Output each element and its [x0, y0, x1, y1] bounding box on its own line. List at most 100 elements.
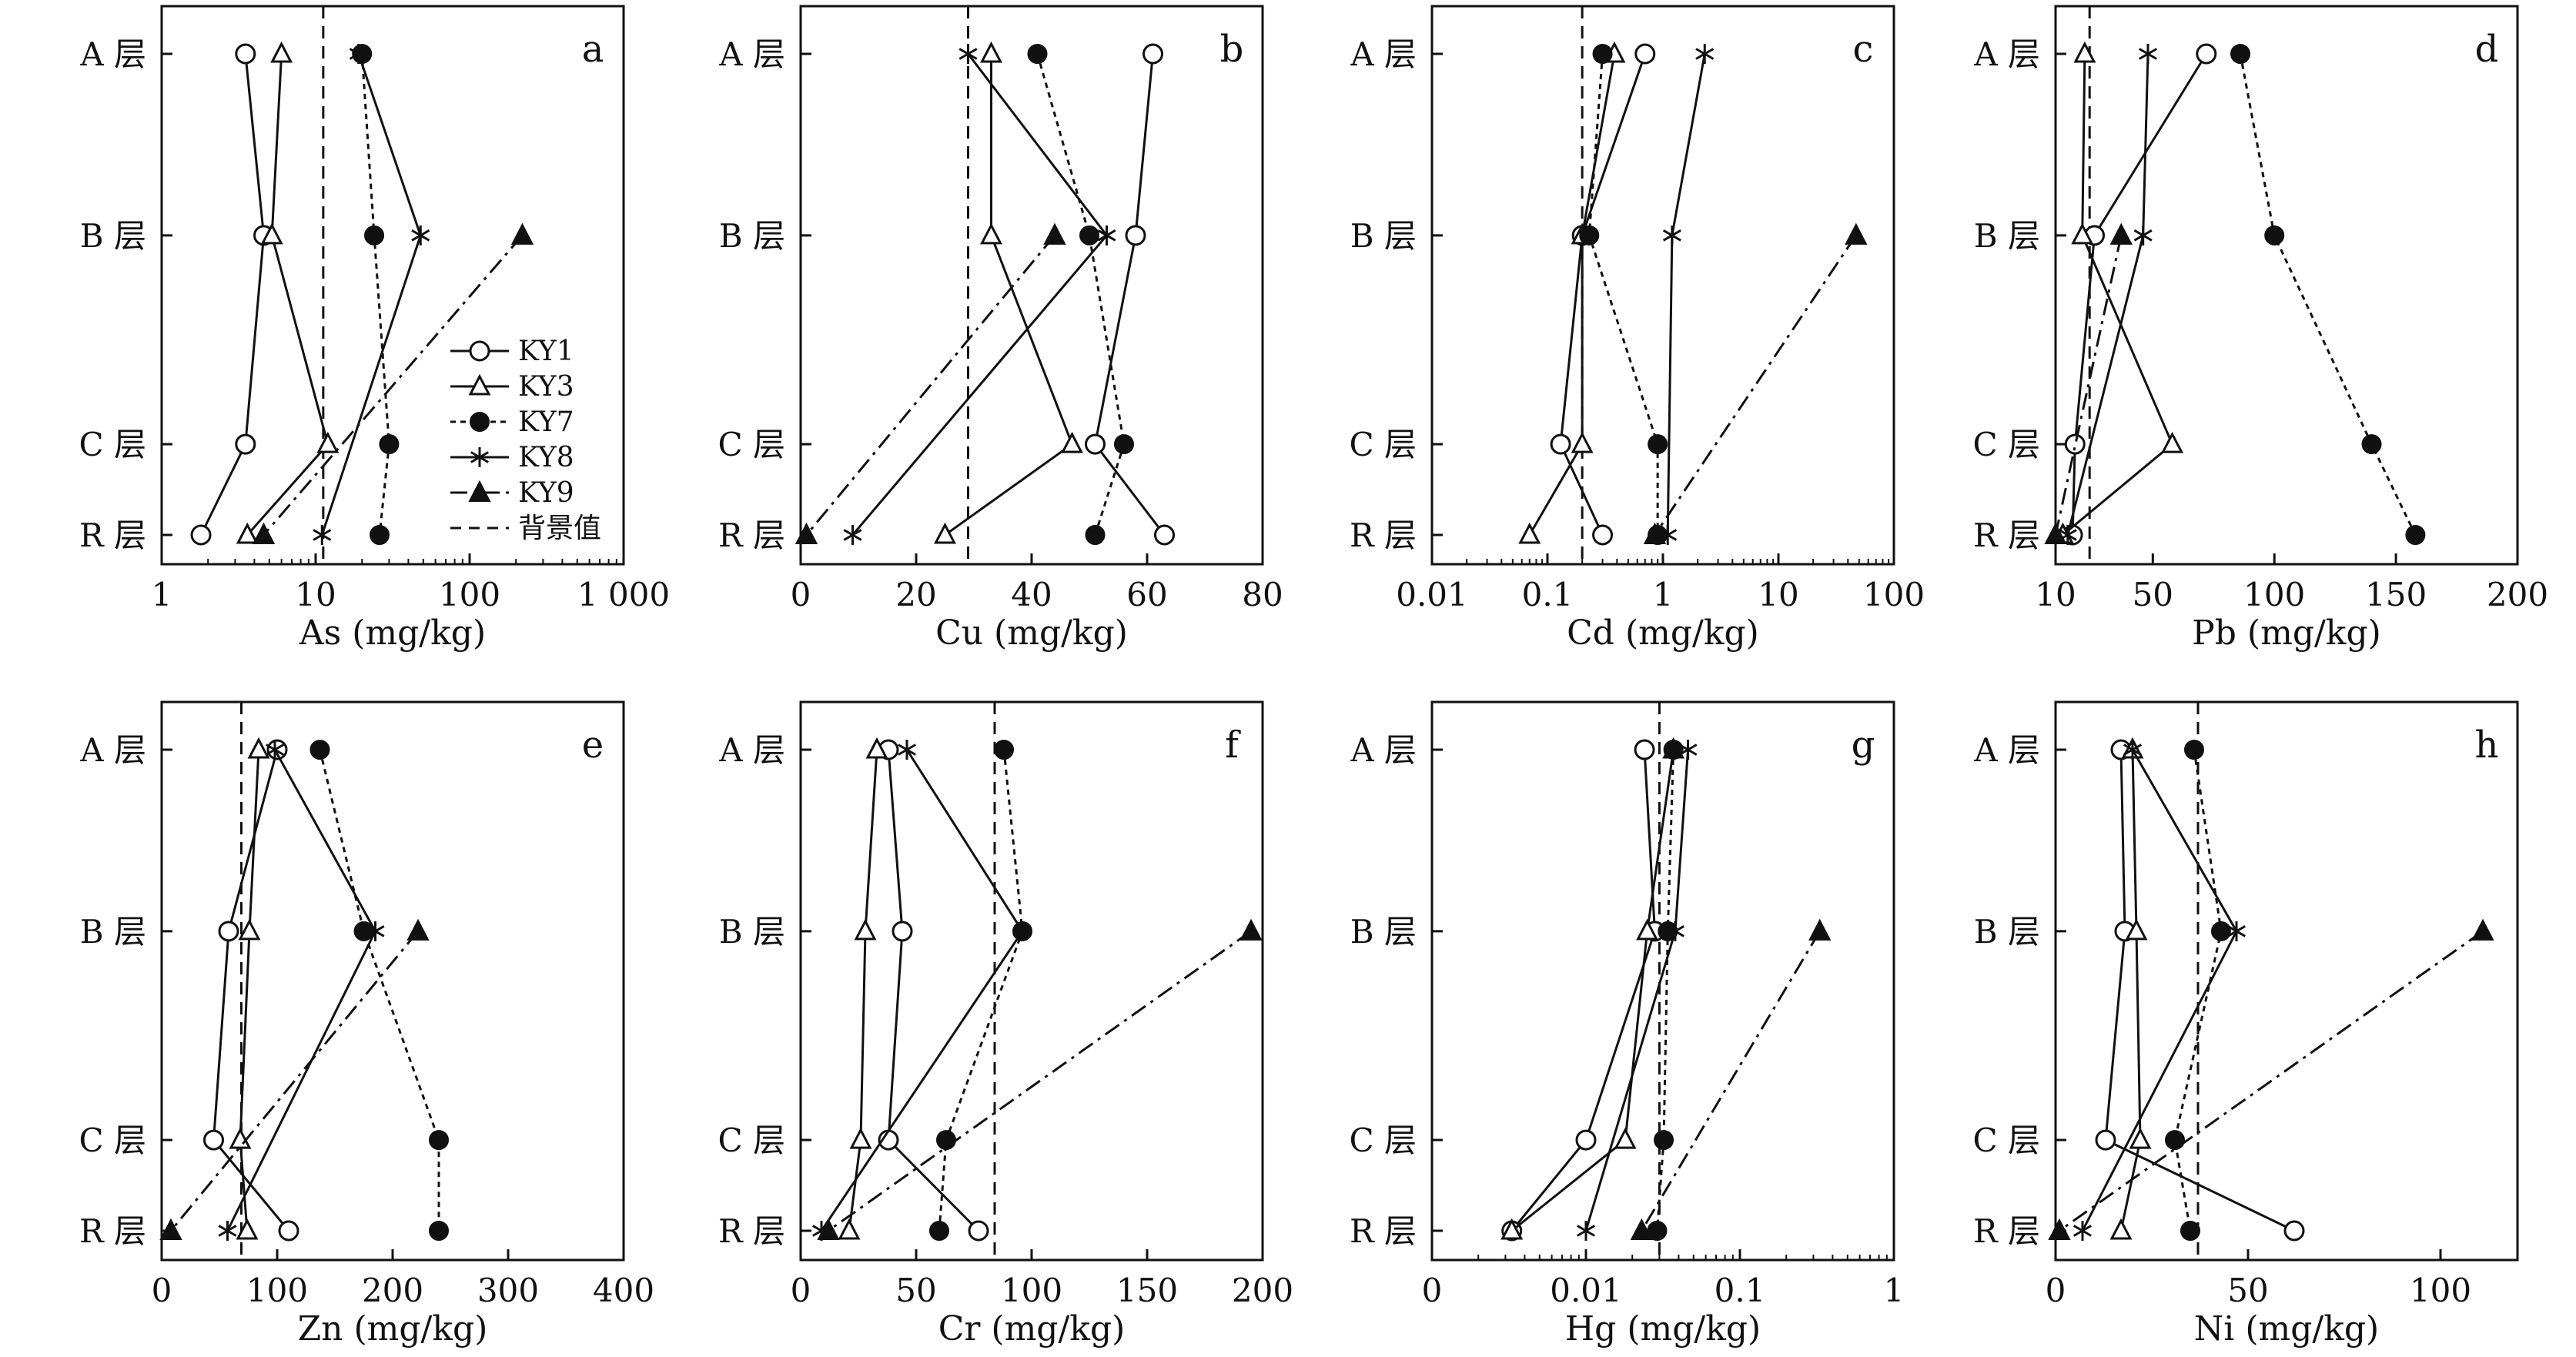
y-layer-label: R 层 [718, 516, 785, 554]
point-ky1 [2283, 1220, 2305, 1242]
y-layer-label: R 层 [718, 1212, 785, 1250]
y-layer-label: C 层 [1973, 1121, 2041, 1159]
x-tick-label: 50 [2227, 1272, 2268, 1309]
point-ky8 [1012, 921, 1032, 941]
point-ky7 [309, 740, 330, 760]
point-ky3 [854, 918, 877, 941]
series-line-ky7 [1655, 749, 1675, 1232]
point-ky9 [2048, 1218, 2071, 1240]
point-ky8 [2133, 225, 2153, 246]
point-ky1 [203, 1129, 224, 1151]
legend-entry: KY1 [518, 336, 574, 367]
x-axis-label: Cr (mg/kg) [938, 1309, 1126, 1349]
point-ky3 [316, 431, 340, 453]
point-ky1 [968, 1220, 989, 1242]
point-ky3 [980, 222, 1002, 245]
point-ky1 [278, 1220, 299, 1242]
x-tick-label: 200 [2487, 576, 2548, 613]
series-line-ky8 [1666, 53, 1706, 536]
plot-frame [1430, 5, 1895, 566]
series-line-ky9 [263, 234, 524, 536]
point-ky8 [411, 225, 430, 246]
panel-g: 0 0.01 0.1 1 Hg (mg/kg) A 层 B 层 C 层 R 层 g [1350, 700, 1904, 1349]
point-ky3 [865, 737, 888, 759]
x-tick-label: 80 [1242, 576, 1283, 613]
series-line-ky9 [2054, 235, 2123, 536]
point-ky3 [2125, 918, 2148, 941]
point-ky3 [1518, 522, 1541, 544]
series-line-ky8 [820, 749, 1024, 1232]
legend-marker [468, 480, 491, 502]
y-layer-label: B 层 [719, 913, 785, 951]
series-line-ky3 [848, 749, 878, 1232]
point-ky9 [1643, 522, 1667, 544]
y-layer-label: C 层 [79, 426, 147, 463]
series-line-ky1 [199, 53, 266, 536]
point-ky8 [1097, 225, 1116, 246]
y-layer-label: A 层 [718, 731, 785, 769]
point-ky3 [1571, 431, 1594, 453]
point-ky9 [1239, 918, 1263, 941]
point-ky3 [236, 1218, 259, 1240]
legend-marker [470, 447, 490, 467]
series-line-ky7 [360, 53, 390, 536]
point-ky1 [1085, 433, 1106, 455]
point-ky3 [838, 1218, 861, 1240]
point-ky7 [2180, 1221, 2200, 1241]
series-line-ky3 [944, 54, 1074, 536]
point-ky1 [2095, 1129, 2116, 1151]
series-line-ky9 [169, 930, 420, 1232]
x-tick-label: 1 [152, 576, 172, 613]
x-tick-label: 300 [477, 1272, 539, 1309]
series-line-ky1 [2071, 53, 2208, 536]
point-ky3 [1614, 1127, 1637, 1149]
point-ky1 [1142, 43, 1163, 65]
series-line-ky1 [1093, 53, 1166, 536]
legend-entry: KY7 [518, 406, 574, 438]
point-ky8 [366, 921, 385, 941]
point-ky8 [1678, 740, 1698, 760]
x-axis-label: Ni (mg/kg) [2194, 1309, 2379, 1349]
y-layer-label: A 层 [1350, 35, 1417, 73]
x-tick-label: 0 [791, 576, 811, 613]
point-ky7 [1114, 434, 1134, 455]
panel-letter: f [1225, 724, 1241, 767]
point-ky8 [1662, 225, 1681, 246]
series-line-ky9 [805, 234, 1056, 536]
legend-marker [468, 373, 491, 396]
point-ky3 [1500, 1218, 1524, 1240]
x-tick-label: 0.01 [1396, 576, 1468, 613]
plot-frame [160, 5, 625, 566]
point-ky9 [159, 1218, 182, 1240]
y-layer-label: B 层 [1350, 913, 1417, 951]
point-ky1 [2064, 433, 2086, 455]
point-ky1 [235, 433, 256, 455]
point-ky3 [2073, 41, 2096, 63]
x-tick-label: 50 [2133, 576, 2173, 613]
point-ky8 [2138, 44, 2158, 64]
point-ky9 [406, 918, 430, 941]
point-ky3 [2109, 1218, 2133, 1240]
point-ky1 [1125, 225, 1146, 246]
series-line-ky3 [1510, 749, 1675, 1232]
series-line-ky9 [1641, 931, 1821, 1232]
point-ky7 [353, 921, 374, 941]
y-layer-label: B 层 [80, 913, 146, 951]
point-ky7 [2405, 525, 2426, 545]
point-ky7 [1592, 44, 1613, 64]
point-ky8 [218, 1221, 237, 1241]
series-line-ky7 [319, 749, 440, 1231]
series-line-ky9 [1654, 235, 1858, 536]
point-ky7 [2211, 921, 2231, 941]
point-ky7 [1079, 225, 1099, 246]
x-tick-label: 0 [1422, 1272, 1443, 1309]
point-ky7 [936, 1130, 956, 1151]
point-ky3 [1636, 918, 1659, 941]
x-tick-label: 200 [1232, 1272, 1293, 1309]
series-line-ky7 [2173, 749, 2223, 1232]
plot-frame [799, 700, 1264, 1262]
x-tick-label: 100 [2410, 1272, 2471, 1309]
point-ky1 [892, 921, 913, 942]
point-ky1 [1592, 524, 1614, 546]
